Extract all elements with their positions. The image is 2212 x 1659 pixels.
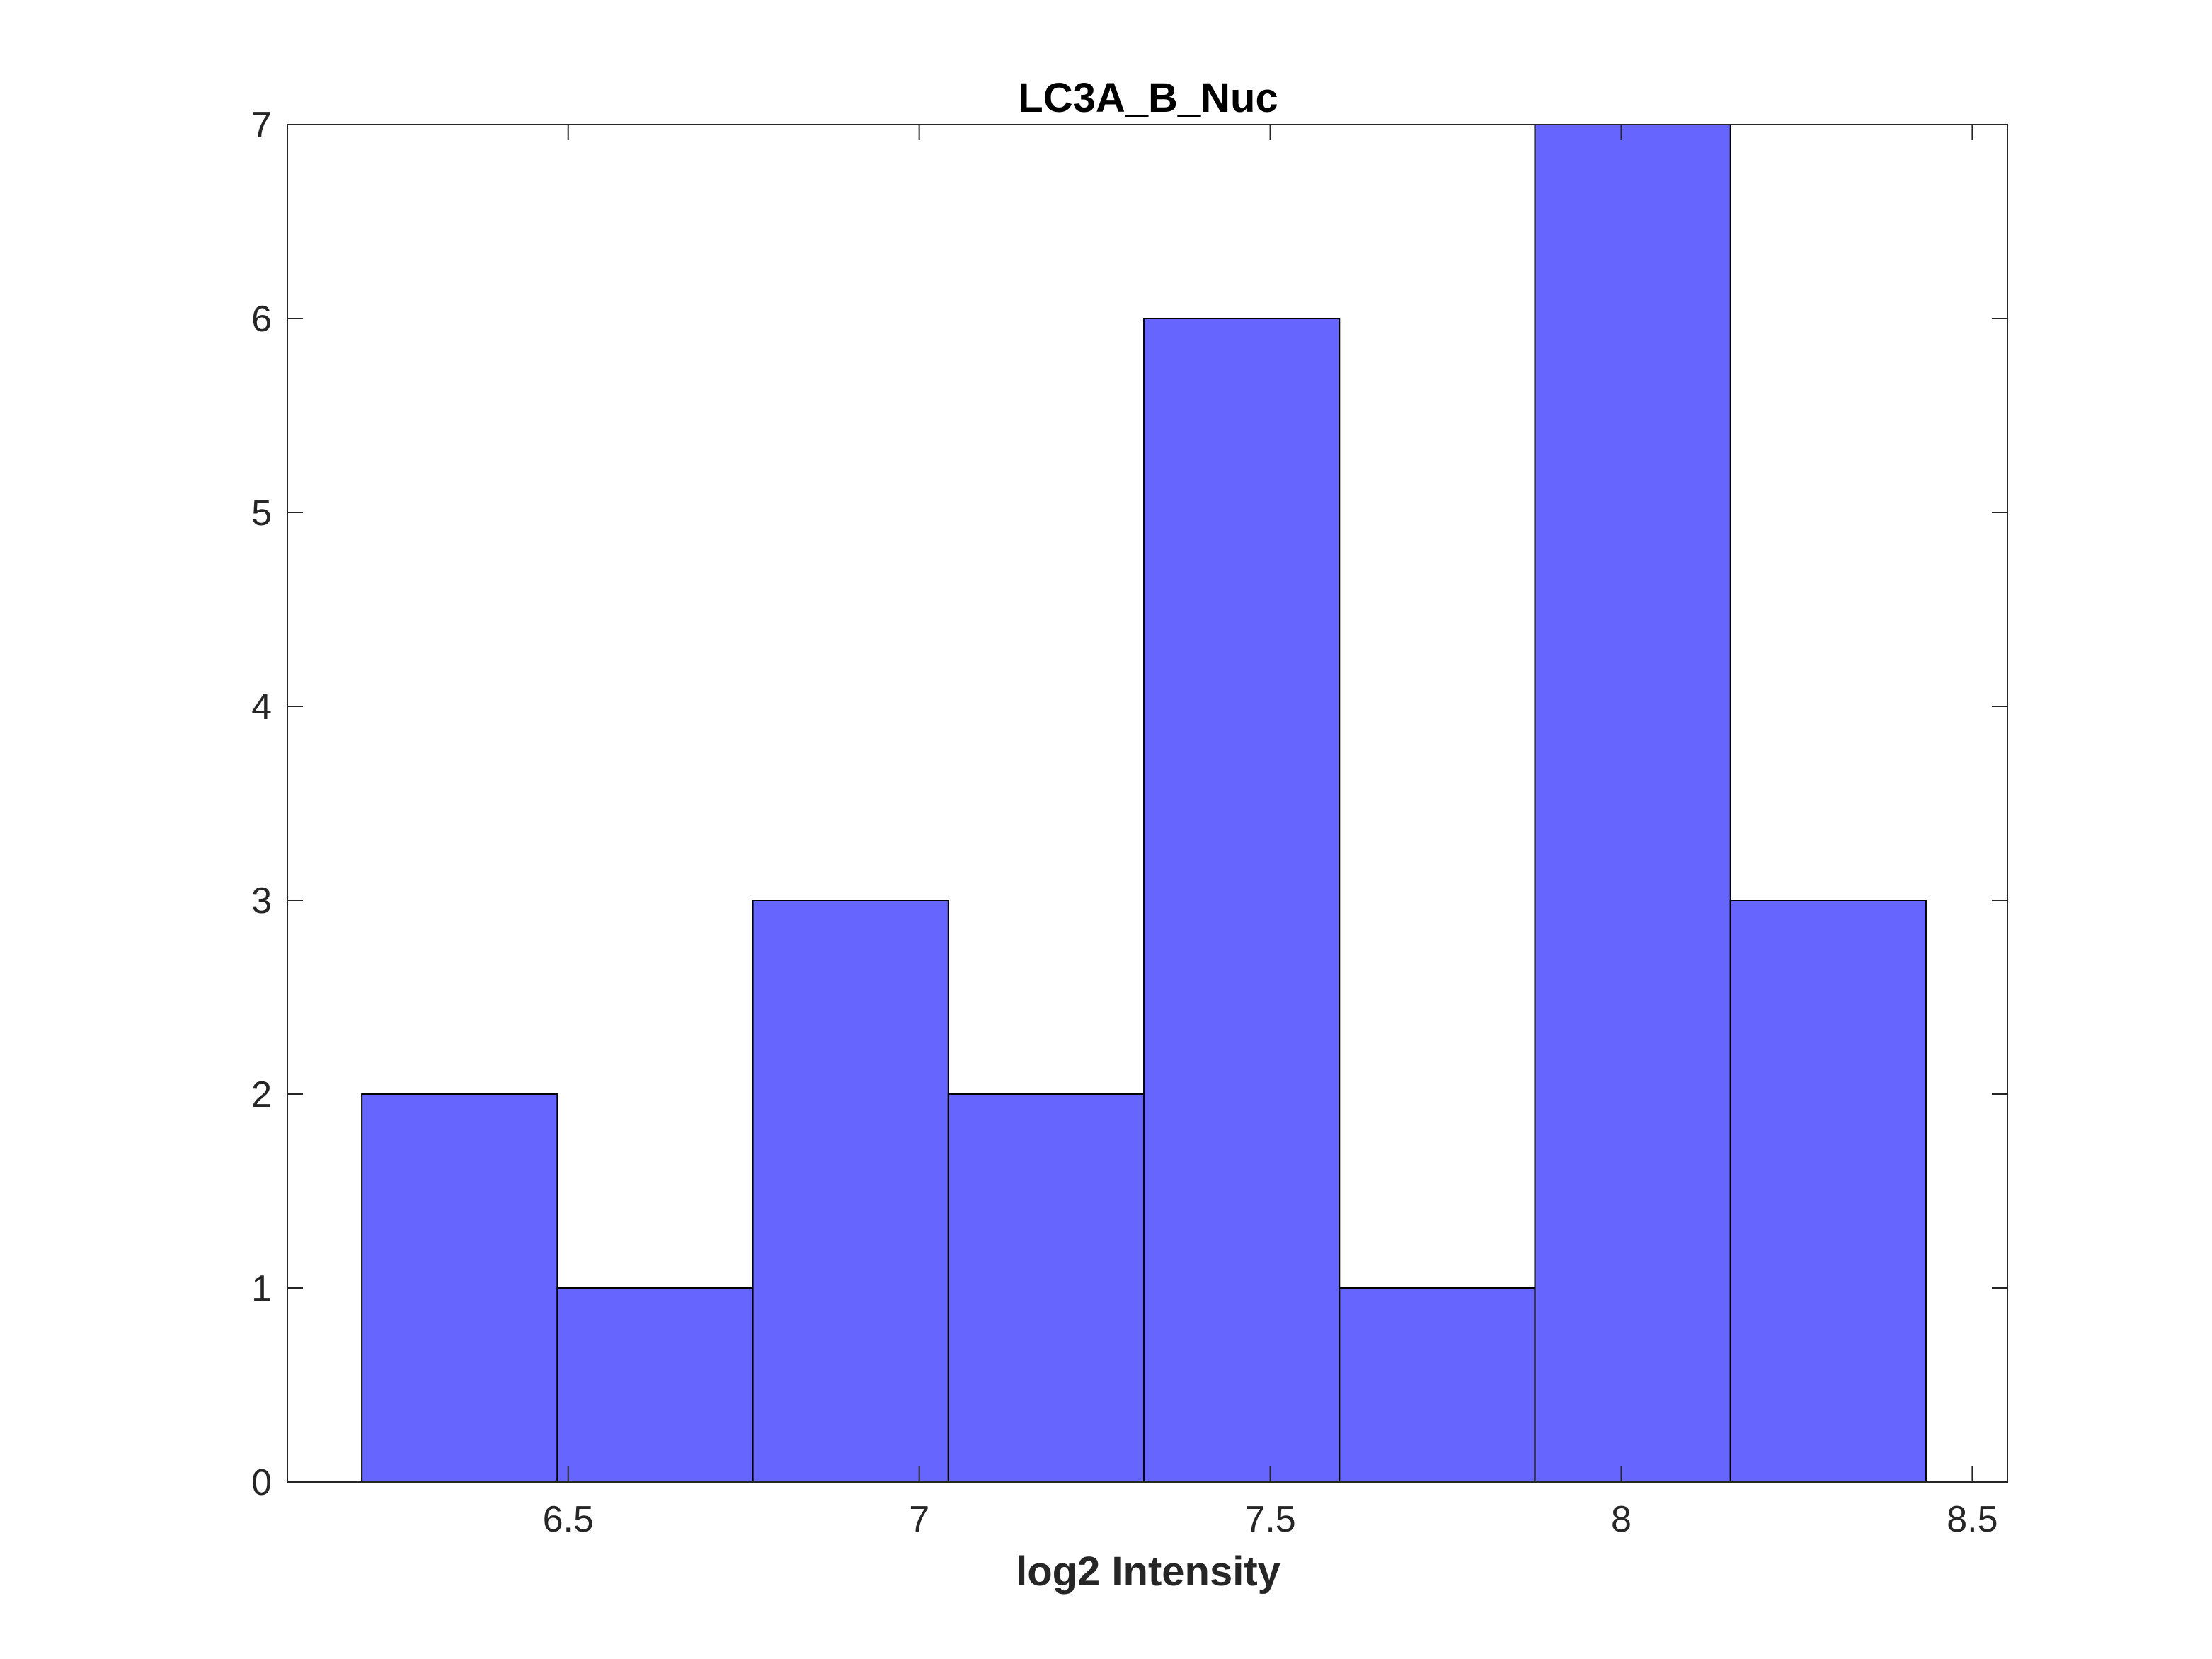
x-tick-label: 8.5 (1947, 1499, 1998, 1540)
x-tick-label: 7.5 (1244, 1499, 1295, 1540)
y-tick-label: 6 (251, 299, 272, 340)
bars-group (361, 124, 1927, 1483)
histogram-bar (1534, 124, 1731, 1483)
y-tick-label: 1 (251, 1268, 272, 1309)
histogram-bar (752, 900, 949, 1483)
histogram-bar (1729, 900, 1927, 1483)
x-tick-label: 8 (1611, 1499, 1632, 1540)
histogram-bar (1143, 318, 1341, 1483)
y-tick-label: 2 (251, 1074, 272, 1115)
chart-title: LC3A_B_Nuc (1018, 75, 1278, 121)
y-tick-label: 0 (251, 1462, 272, 1503)
y-tick-label: 5 (251, 493, 272, 534)
x-axis-label: log2 Intensity (1016, 1549, 1280, 1595)
y-axis-ticks: 0 1 2 3 4 5 6 7 (251, 105, 2007, 1503)
y-tick-label: 3 (251, 880, 272, 922)
histogram-bar (556, 1287, 754, 1483)
histogram-bar (361, 1093, 558, 1483)
histogram-bar (1339, 1287, 1536, 1483)
x-tick-label: 6.5 (543, 1499, 594, 1540)
plot-area-frame (287, 124, 2008, 1483)
histogram-bar (947, 1093, 1145, 1483)
y-tick-label: 7 (251, 105, 272, 146)
x-axis-ticks: 6.5 7 7.5 8 8.5 (543, 125, 1998, 1540)
y-tick-label: 4 (251, 687, 272, 728)
x-tick-label: 7 (909, 1499, 929, 1540)
